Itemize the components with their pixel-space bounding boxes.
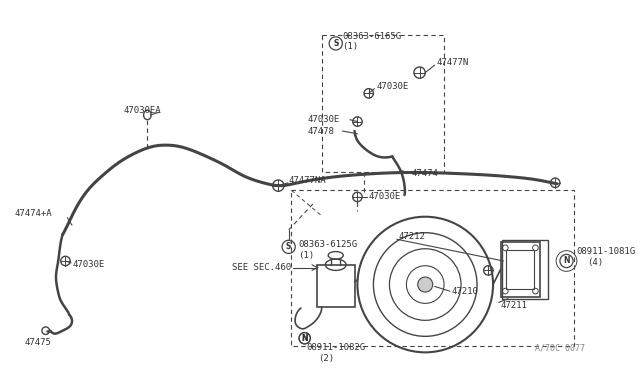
Text: N: N (301, 334, 308, 343)
Bar (506, 250, 534, 289)
Text: A/70C 0077: A/70C 0077 (535, 343, 586, 352)
Text: 47030E: 47030E (376, 82, 408, 91)
Text: 47211: 47211 (500, 301, 527, 310)
Text: 08363-6125G: 08363-6125G (298, 240, 357, 248)
Text: SEE SEC.460: SEE SEC.460 (232, 263, 291, 272)
Text: 47477NA: 47477NA (289, 176, 326, 185)
Text: S: S (286, 242, 291, 251)
Text: 08911-1082G: 08911-1082G (307, 343, 365, 352)
Text: N: N (563, 256, 570, 266)
Text: (4): (4) (588, 259, 604, 267)
Text: (2): (2) (318, 355, 334, 363)
Text: (1): (1) (298, 251, 314, 260)
Text: 08911-1081G: 08911-1081G (576, 247, 635, 256)
Bar (322, 35, 444, 171)
Text: 47478: 47478 (307, 126, 334, 135)
Bar (291, 190, 574, 346)
Text: 47475: 47475 (25, 339, 52, 347)
Bar (502, 240, 548, 299)
Text: 47030EA: 47030EA (124, 106, 161, 115)
Text: S: S (333, 39, 339, 48)
Text: N: N (301, 334, 308, 343)
Text: 47474+A: 47474+A (15, 209, 52, 218)
Bar (317, 265, 355, 307)
Text: 47477N: 47477N (436, 58, 468, 67)
Text: 47030E: 47030E (72, 260, 104, 269)
Bar (500, 242, 540, 297)
Text: 47474: 47474 (411, 169, 438, 178)
Text: 47030E: 47030E (307, 115, 340, 124)
Text: 08363-6165G: 08363-6165G (342, 32, 401, 41)
Text: (1): (1) (342, 42, 358, 51)
Text: 47030E: 47030E (369, 192, 401, 201)
Text: 47212: 47212 (399, 232, 426, 241)
Text: 47210: 47210 (452, 286, 479, 296)
Circle shape (418, 277, 433, 292)
